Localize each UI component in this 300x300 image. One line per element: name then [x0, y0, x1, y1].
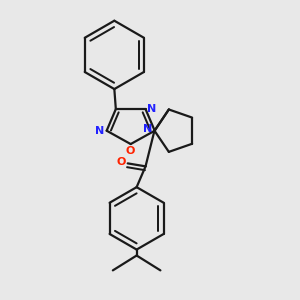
Text: O: O [116, 157, 126, 167]
Text: N: N [147, 104, 157, 114]
Text: O: O [126, 146, 135, 156]
Text: N: N [94, 126, 104, 136]
Text: N: N [143, 124, 152, 134]
